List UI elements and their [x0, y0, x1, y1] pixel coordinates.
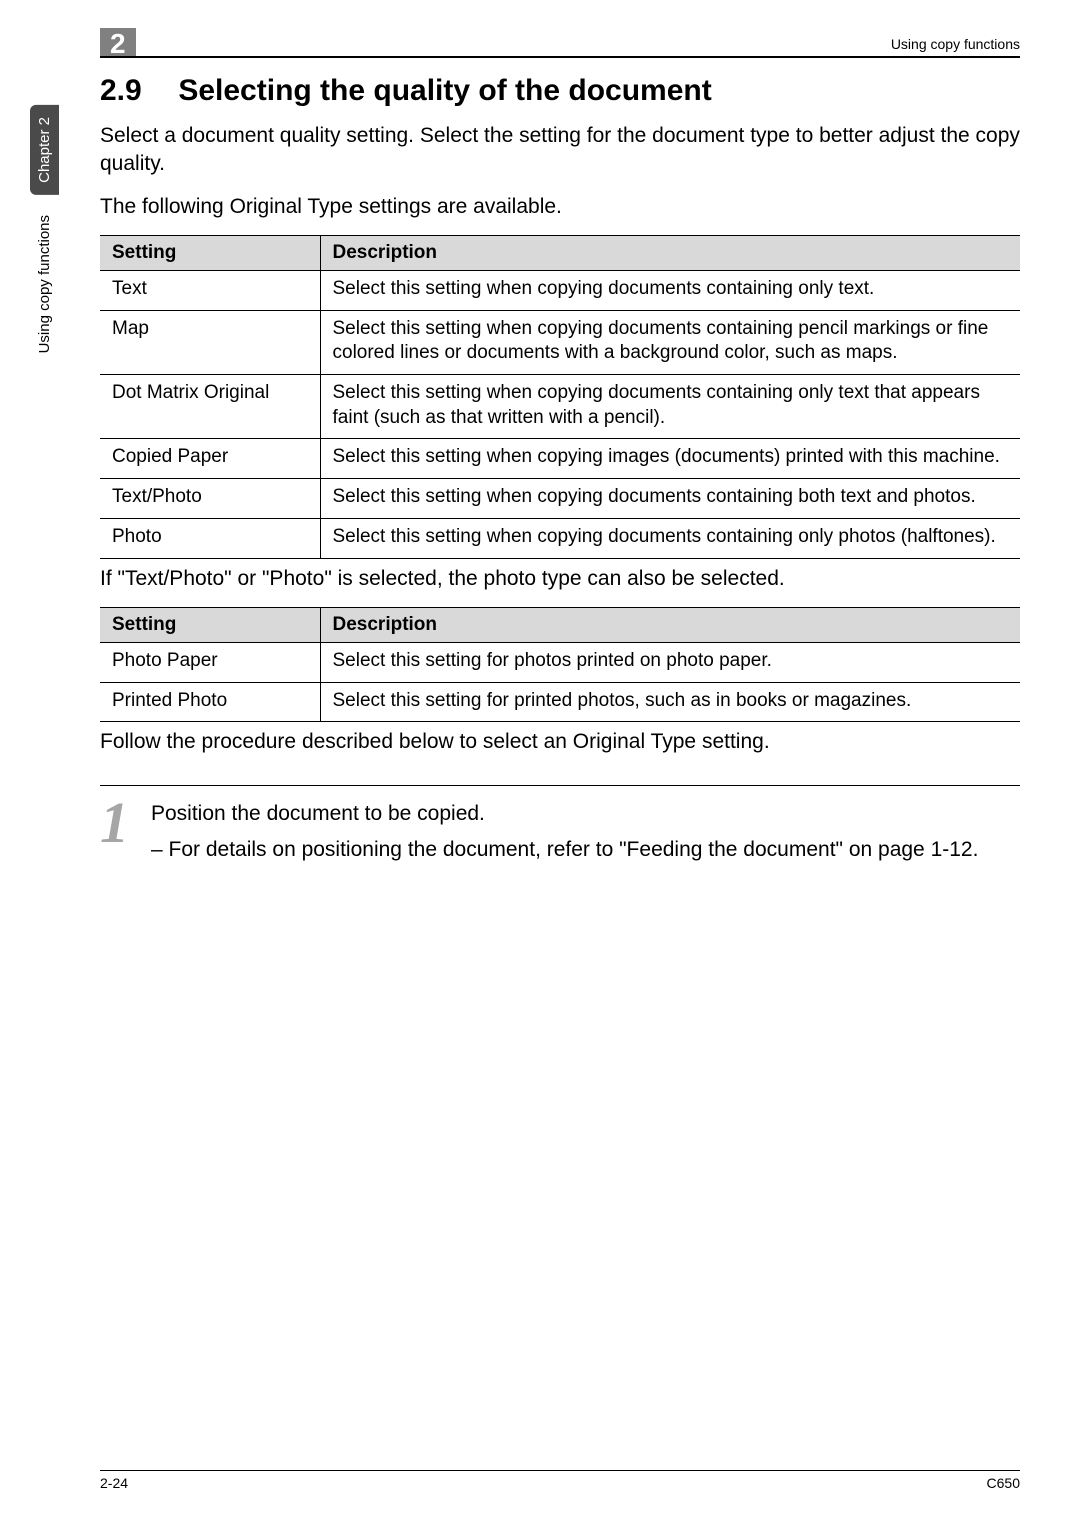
- page-content: 2 Using copy functions 2.9 Selecting the…: [100, 28, 1020, 864]
- table-row: Printed Photo Select this setting for pr…: [100, 682, 1020, 722]
- table1-r2-desc: Select this setting when copying documen…: [320, 375, 1020, 439]
- table-row: Copied Paper Select this setting when co…: [100, 439, 1020, 479]
- table1-r0-desc: Select this setting when copying documen…: [320, 271, 1020, 311]
- table2-r0-setting: Photo Paper: [100, 642, 320, 682]
- step-sub: – For details on positioning the documen…: [151, 836, 978, 864]
- table1-r5-setting: Photo: [100, 518, 320, 558]
- table1-r0-setting: Text: [100, 271, 320, 311]
- table-row: Photo Select this setting when copying d…: [100, 518, 1020, 558]
- table1-r4-desc: Select this setting when copying documen…: [320, 479, 1020, 519]
- table2-header-setting: Setting: [100, 607, 320, 642]
- table1-header-setting: Setting: [100, 236, 320, 271]
- table1-r3-setting: Copied Paper: [100, 439, 320, 479]
- step-number: 1: [100, 800, 129, 865]
- side-tab: Chapter 2 Using copy functions: [30, 105, 70, 363]
- step-1: 1 Position the document to be copied. – …: [100, 785, 1020, 865]
- original-type-table: Setting Description Text Select this set…: [100, 235, 1020, 559]
- title-text: Selecting the quality of the document: [178, 74, 711, 107]
- table1-r3-desc: Select this setting when copying images …: [320, 439, 1020, 479]
- table-row: Text/Photo Select this setting when copy…: [100, 479, 1020, 519]
- table1-r4-setting: Text/Photo: [100, 479, 320, 519]
- step-text: Position the document to be copied. – Fo…: [151, 800, 978, 865]
- table-row: Text Select this setting when copying do…: [100, 271, 1020, 311]
- table-row: Map Select this setting when copying doc…: [100, 310, 1020, 374]
- after-paragraph: Follow the procedure described below to …: [100, 728, 1020, 756]
- table2-r1-setting: Printed Photo: [100, 682, 320, 722]
- footer-right: C650: [987, 1475, 1020, 1491]
- mid-paragraph: If "Text/Photo" or "Photo" is selected, …: [100, 565, 1020, 593]
- table-row: Dot Matrix Original Select this setting …: [100, 375, 1020, 439]
- intro-paragraph-2: The following Original Type settings are…: [100, 193, 1020, 221]
- section-number: 2.9: [100, 74, 170, 108]
- page-footer: 2-24 C650: [100, 1470, 1020, 1491]
- table1-header-description: Description: [320, 236, 1020, 271]
- table1-r2-setting: Dot Matrix Original: [100, 375, 320, 439]
- header-bar: 2 Using copy functions: [100, 28, 1020, 58]
- table2-r0-desc: Select this setting for photos printed o…: [320, 642, 1020, 682]
- photo-type-table: Setting Description Photo Paper Select t…: [100, 607, 1020, 722]
- table1-r1-setting: Map: [100, 310, 320, 374]
- intro-paragraph-1: Select a document quality setting. Selec…: [100, 122, 1020, 179]
- chapter-number: 2: [100, 28, 136, 56]
- footer-left: 2-24: [100, 1475, 128, 1491]
- table2-header-description: Description: [320, 607, 1020, 642]
- page-title: 2.9 Selecting the quality of the documen…: [100, 74, 1020, 108]
- table1-r5-desc: Select this setting when copying documen…: [320, 518, 1020, 558]
- table2-r1-desc: Select this setting for printed photos, …: [320, 682, 1020, 722]
- chapter-tab: Chapter 2: [30, 105, 59, 195]
- section-tab: Using copy functions: [30, 195, 59, 363]
- table1-r1-desc: Select this setting when copying documen…: [320, 310, 1020, 374]
- table-row: Photo Paper Select this setting for phot…: [100, 642, 1020, 682]
- breadcrumb: Using copy functions: [891, 36, 1020, 56]
- step-main: Position the document to be copied.: [151, 800, 978, 828]
